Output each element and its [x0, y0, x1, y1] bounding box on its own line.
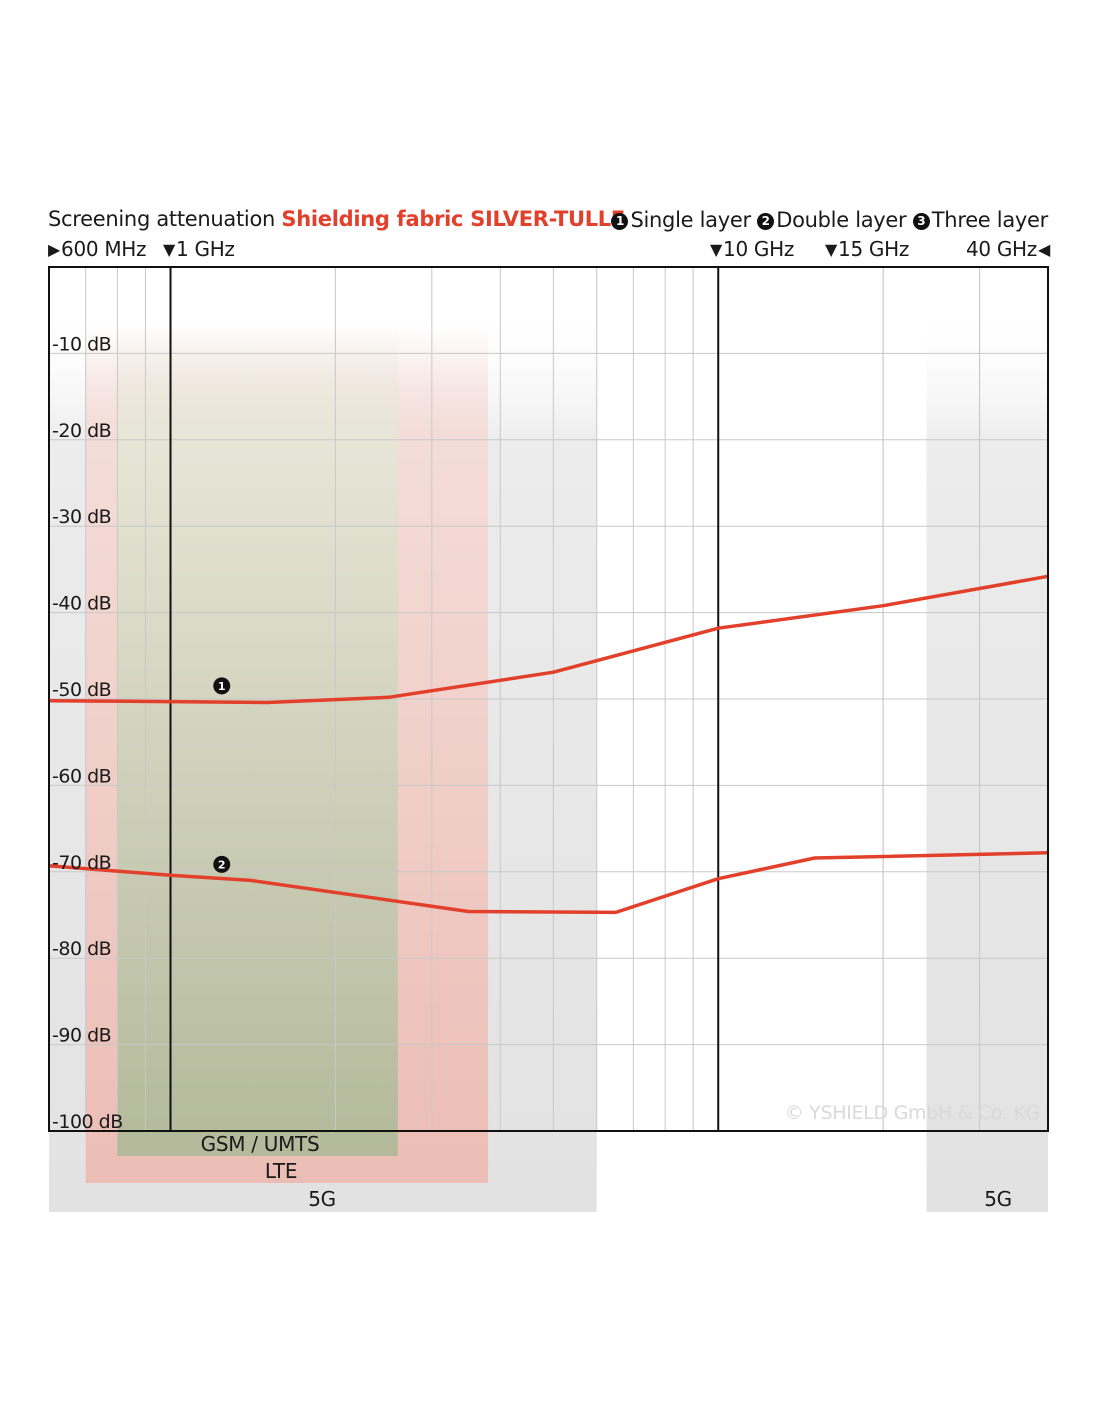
freq-label-40ghz: 40 GHz: [965, 237, 1037, 261]
triangle-down-icon: ▼: [163, 240, 176, 259]
y-tick-label: -100 dB: [52, 1111, 123, 1133]
y-tick-label: -60 dB: [52, 765, 111, 787]
y-tick-label: -70 dB: [52, 852, 111, 874]
freq-marker-40ghz: 40 GHz◀: [966, 239, 1050, 259]
triangle-left-icon: ◀: [1037, 240, 1050, 259]
series-line-1: [48, 574, 1049, 705]
band-label-gsm-umts: GSM / UMTS: [200, 1132, 320, 1156]
band-1: [117, 327, 398, 1156]
legend-entry-3: 3 Three layer: [912, 208, 1049, 232]
band-label-lte: LTE: [264, 1159, 298, 1183]
y-tick-label: -30 dB: [52, 506, 111, 528]
legend-marker-3: 3: [912, 213, 930, 230]
y-axis-ticks: -10 dB -20 dB -30 dB -40 dB -50 dB -60 dB -70 …: [52, 333, 123, 1133]
legend-marker-1: 1: [611, 213, 629, 230]
legend-label-2: Double layer: [776, 208, 907, 232]
plot-frame: [48, 266, 1049, 1132]
y-tick-label: -80 dB: [52, 938, 111, 960]
series-lines: [48, 574, 1049, 915]
freq-marker-600mhz: ▶600 MHz: [48, 237, 147, 261]
y-tick-label: -20 dB: [52, 420, 111, 442]
freq-marker-15ghz: ▼15 GHz: [825, 239, 909, 259]
freq-marker-10ghz: ▼10 GHz: [710, 239, 794, 259]
series-marker-2: [213, 855, 231, 873]
triangle-down-icon: ▼: [825, 240, 838, 259]
triangle-right-icon: ▶: [48, 240, 61, 259]
legend-label-3: Three layer: [931, 208, 1049, 232]
frequency-bands: [49, 307, 1048, 1212]
legend-entry-1: 1 Single layer: [611, 208, 751, 232]
freq-label-1ghz: 1 GHz: [176, 237, 235, 261]
legend: 1 Single layer 2 Double layer 3 Three layer: [611, 210, 1048, 231]
freq-label-600mhz: 600 MHz: [61, 237, 147, 261]
y-tick-label: -90 dB: [52, 1025, 111, 1047]
freq-label-15ghz: 15 GHz: [838, 237, 910, 261]
subtitle-text: Shielding fabric SILVER-TULLE: [281, 207, 625, 231]
freq-marker-1ghz: ▼1 GHz: [163, 239, 235, 259]
title-text: Screening attenuation: [48, 207, 276, 231]
series-markers: 12: [213, 677, 231, 873]
copyright: © YSHIELD GmbH & Co. KG: [785, 1102, 1040, 1124]
legend-entry-2: 2 Double layer: [757, 208, 907, 232]
series-marker-label-1: 1: [218, 680, 226, 693]
legend-marker-2: 2: [757, 213, 775, 230]
triangle-down-icon: ▼: [710, 240, 723, 259]
series-line-2: [48, 851, 1049, 915]
chart-title: Screening attenuation Shielding fabric S…: [48, 209, 625, 230]
band-4: [926, 307, 1048, 1212]
series-marker-1: [213, 677, 231, 695]
band-label-5g-low: 5G: [308, 1187, 336, 1211]
frequency-marker-lines: [169, 267, 720, 1131]
y-tick-label: -40 dB: [52, 593, 111, 615]
y-tick-label: -50 dB: [52, 679, 111, 701]
series-marker-label-2: 2: [218, 858, 226, 871]
y-tick-label: -10 dB: [52, 333, 111, 355]
legend-label-1: Single layer: [630, 208, 751, 232]
freq-label-10ghz: 10 GHz: [723, 237, 795, 261]
band-label-5g-high: 5G: [984, 1187, 1012, 1211]
